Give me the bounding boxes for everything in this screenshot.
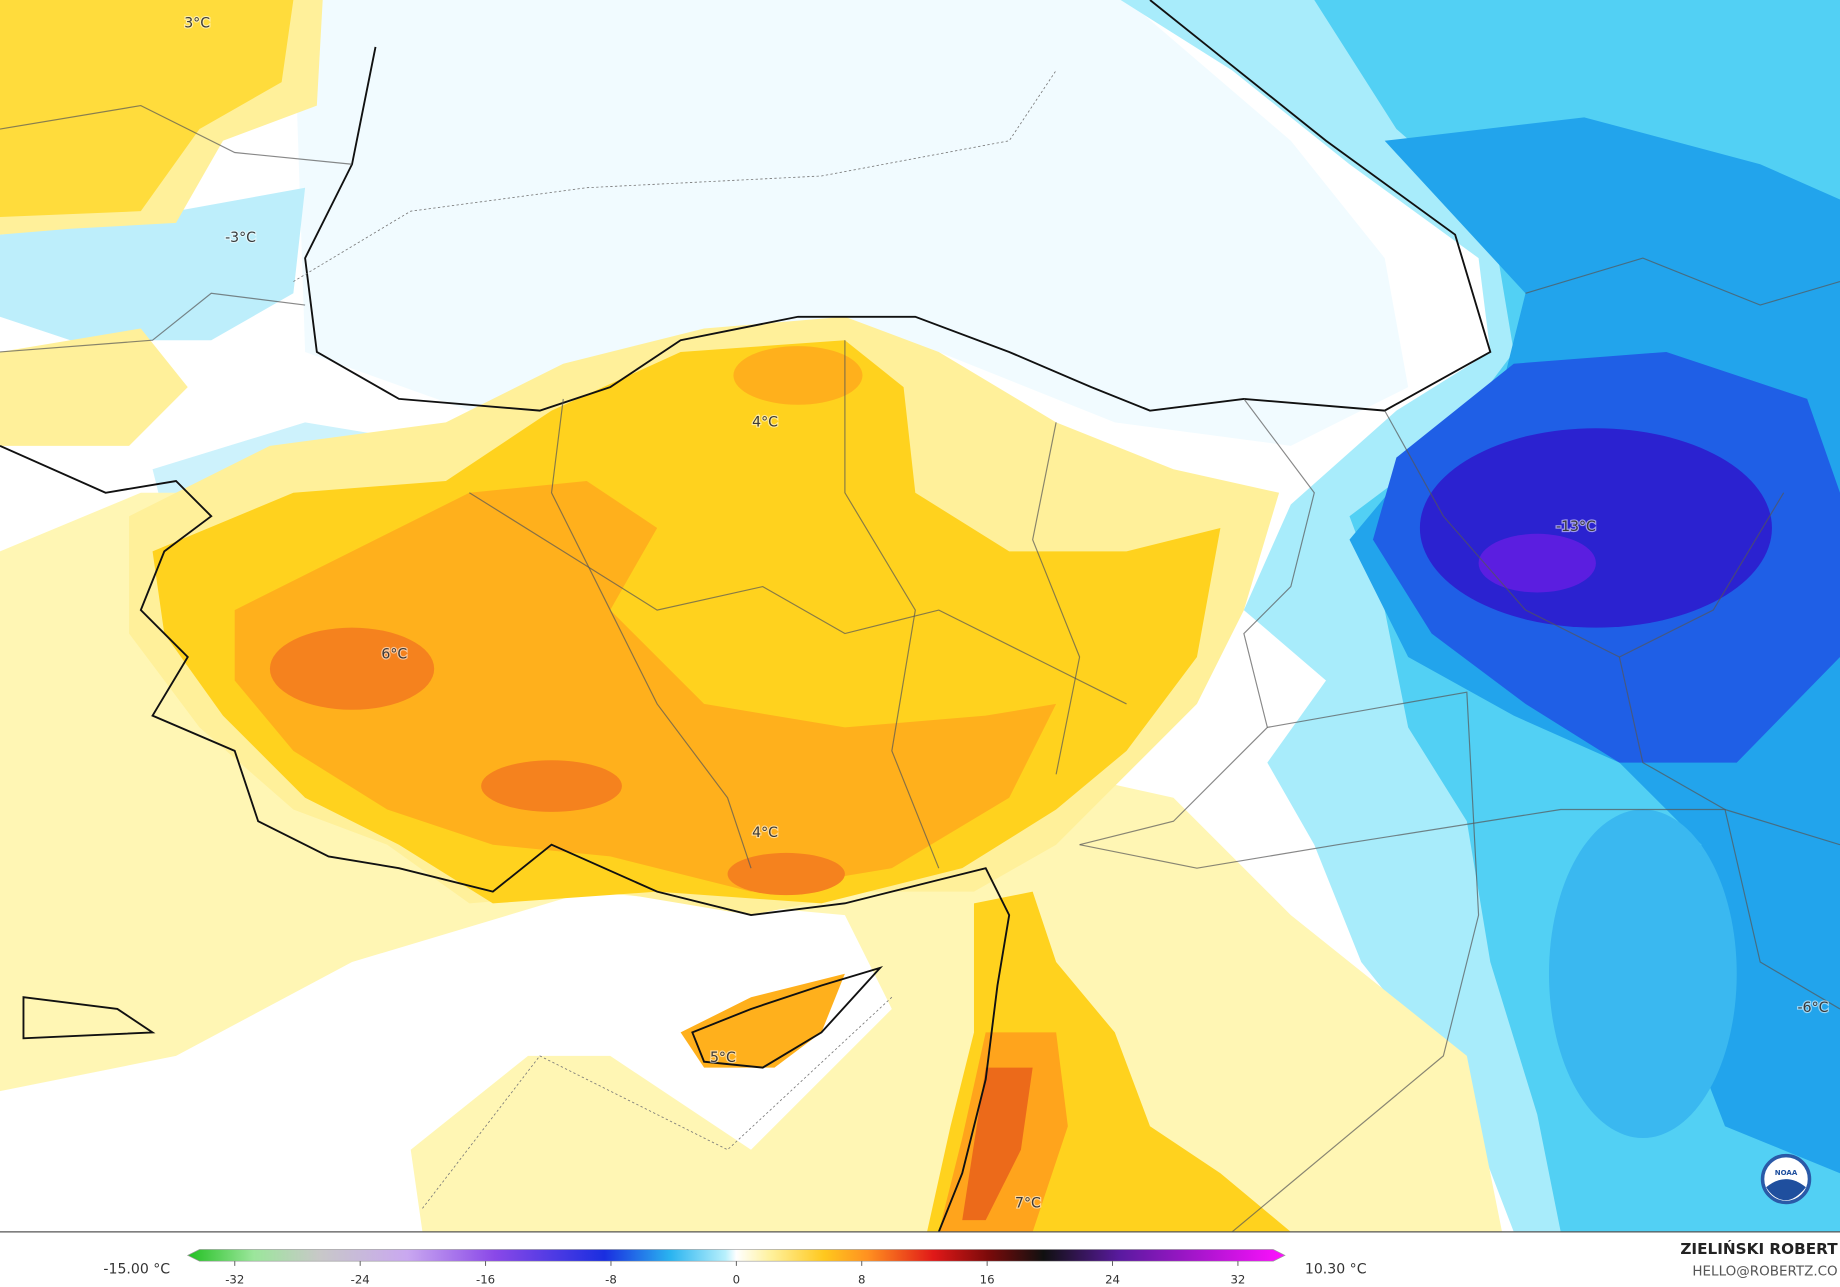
coastline-cyprus [691,966,884,1069]
coastline-crete [22,996,156,1040]
colorbar-tick-label: -32 [225,1272,244,1286]
region-warm-coast [727,852,845,896]
colorbar-tick-label: 32 [1230,1272,1245,1286]
colorbar: -15.00 °C 10.30 °C [103,1249,1367,1277]
legend-max: 10.30 °C [1305,1261,1367,1277]
temperature-label: -13°C [1556,519,1596,535]
coastline-black-sea [304,0,1492,412]
border-line [469,492,1127,705]
temperature-field: NOAA [0,0,1840,1232]
colorbar-tick-label: 24 [1105,1272,1120,1286]
colorbar-tick-label: -8 [605,1272,617,1286]
border-line [844,340,940,869]
noaa-logo: NOAA [1760,1153,1812,1205]
colorbar-tick-label: 8 [858,1272,865,1286]
temperature-label: 6°C [381,647,407,663]
temperature-label: 4°C [752,414,778,430]
region-violet [1478,533,1596,593]
border-line [1384,410,1785,658]
colorbar-ramp [186,1249,1286,1262]
temperature-label: 3°C [184,15,210,31]
border-line [0,292,306,353]
temperature-label: -6°C [1798,1000,1829,1016]
contour [422,996,893,1209]
border-line [1032,422,1081,775]
border-line [0,104,353,165]
region-anatolia-orange [234,481,1057,892]
temperature-label: 4°C [752,825,778,841]
coastline-anatolia [0,444,1011,1232]
svg-text:NOAA: NOAA [1775,1168,1798,1177]
region-w-yellow [0,328,188,446]
colorbar-tick-label: 16 [980,1272,995,1286]
credit-author: ZIELIŃSKI ROBERT [1680,1239,1838,1258]
region-blue-south [1548,809,1737,1139]
region-warm-north [733,346,863,405]
region-cyprus [680,973,845,1068]
temperature-label: 7°C [1015,1196,1041,1212]
border-line [1231,691,1480,1232]
credit-contact: HELLO@ROBERTZ.CO [1692,1264,1837,1280]
border-line [1618,656,1840,1010]
contour [293,70,1057,282]
colorbar-tick-label: -24 [351,1272,370,1286]
border-line [1525,257,1840,306]
border-line [1079,808,1840,869]
region-warm-south [481,760,622,812]
temperature-label: 5°C [710,1050,736,1066]
region-pale [293,0,1409,446]
border-line [550,398,752,869]
colorbar-tick-label: -16 [476,1272,495,1286]
region-warm-west [269,627,435,710]
legend-min: -15.00 °C [103,1261,170,1277]
temperature-label: -3°C [225,230,256,246]
colorbar-tick-label: 0 [733,1272,740,1286]
border-line [1079,398,1315,846]
